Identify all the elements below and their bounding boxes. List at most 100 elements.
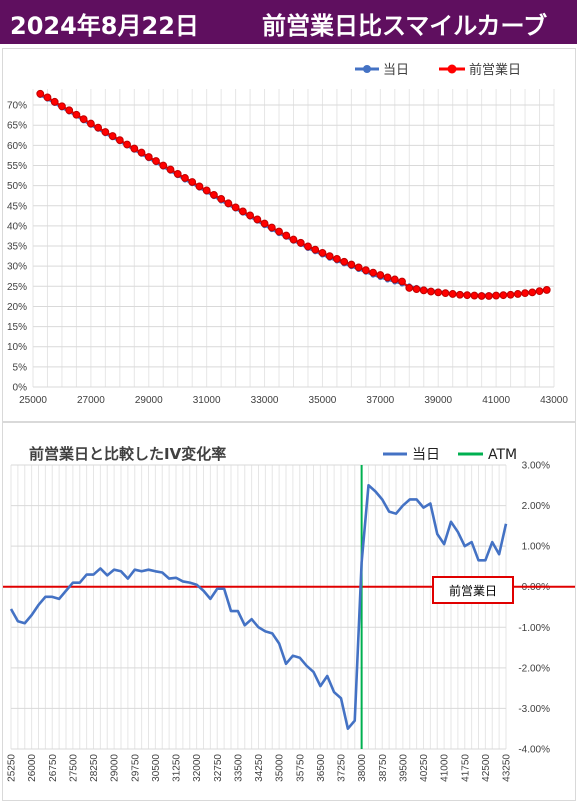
x-tick-label: 28250 — [89, 754, 100, 782]
x-tick-label: 35750 — [295, 754, 306, 782]
smile-curve-chart: 0% 5% 10% 15% 20% 25% 30% 35% 40% 45% 50% 55% 60% 65%… — [7, 62, 568, 406]
y-tick-label: 45% — [7, 201, 27, 212]
data-point-prev — [108, 132, 117, 140]
x-tick-label: 36500 — [316, 754, 327, 782]
data-point-prev — [419, 286, 428, 295]
data-point-prev — [448, 290, 457, 298]
header-bar: 2024年8月22日 前営業日比スマイルカーブ — [0, 0, 577, 44]
y-tick-label: 25% — [7, 282, 27, 293]
x-tick-label: 43000 — [540, 395, 568, 406]
legend-label-prev: 前営業日 — [469, 62, 521, 78]
data-point-prev — [267, 223, 276, 232]
x-tick-label: 27500 — [68, 754, 79, 782]
x-tick-label: 31250 — [172, 754, 183, 782]
data-point-prev — [398, 277, 406, 286]
y-tick-label: 65% — [7, 121, 27, 132]
data-point-prev — [340, 257, 349, 266]
data-point-prev — [195, 182, 204, 191]
annotation-box: 前営業日 — [432, 576, 514, 604]
legend-label-atm: ATM — [488, 447, 517, 463]
x-tick-label: 38000 — [357, 754, 368, 782]
data-point-prev — [43, 93, 52, 102]
data-point-prev — [260, 219, 269, 228]
header-date: 2024年8月22日 — [10, 12, 199, 40]
x-tick-label: 43250 — [502, 754, 513, 782]
data-point-prev — [137, 148, 146, 157]
legend-marker-prev — [447, 64, 457, 74]
data-point-prev — [390, 275, 399, 284]
data-point-prev — [361, 266, 370, 275]
data-point-prev — [159, 161, 168, 170]
data-point-prev — [289, 235, 298, 244]
data-point-prev — [275, 227, 283, 236]
y-tick-label: 70% — [7, 101, 27, 112]
x-tick-label: 38750 — [378, 754, 389, 782]
data-point-prev — [325, 252, 334, 260]
data-point-prev — [152, 157, 160, 165]
x-tick-label: 39500 — [398, 754, 409, 782]
y-tick-label: 40% — [7, 221, 27, 232]
y-tick-label: 15% — [7, 322, 27, 333]
x-tick-label: 25000 — [19, 395, 47, 406]
x-tick-label: 29750 — [130, 754, 141, 782]
y-tick-label: 35% — [7, 242, 27, 253]
data-point-prev — [412, 285, 421, 294]
annotation-frame — [432, 576, 514, 604]
data-point-prev — [166, 165, 175, 174]
x-tick-label: 29000 — [135, 395, 163, 406]
data-point-prev — [484, 292, 493, 300]
x-tick-label: 40250 — [419, 754, 430, 782]
data-point-prev — [65, 106, 74, 115]
data-point-prev — [383, 273, 392, 282]
annotation-label: 前営業日 — [449, 583, 497, 598]
data-point-prev — [333, 255, 341, 263]
data-point-prev — [499, 291, 508, 300]
x-tick-label: 26000 — [27, 754, 38, 782]
smile-curve-frame: 0% 5% 10% 15% 20% 25% 30% 35% 40% 45% 50% 55% 60% 65%… — [2, 48, 576, 422]
data-point-prev — [202, 186, 211, 195]
data-point-prev — [58, 102, 66, 111]
data-point-prev — [528, 288, 537, 297]
y-tick-label: 60% — [7, 141, 27, 152]
data-point-prev — [354, 263, 363, 272]
y-tick-label: 30% — [7, 262, 27, 273]
data-point-prev — [470, 291, 479, 300]
data-point-prev — [535, 287, 544, 296]
data-point-prev — [238, 207, 247, 216]
x-tick-label: 32750 — [213, 754, 224, 782]
x-tick-label: 26750 — [48, 754, 59, 782]
data-point-prev — [513, 290, 522, 298]
y-tick-label: 1.00% — [522, 542, 550, 553]
y-tick-label: 20% — [7, 302, 27, 313]
header-title: 前営業日比スマイルカーブ — [262, 12, 548, 40]
x-tick-label: 34250 — [254, 754, 265, 782]
data-point-prev — [506, 290, 515, 299]
data-point-prev — [477, 292, 486, 300]
data-point-prev — [434, 288, 443, 297]
legend-marker-today — [363, 65, 371, 73]
data-point-prev — [347, 260, 356, 269]
data-point-prev — [521, 289, 529, 298]
x-tick-label: 35000 — [275, 754, 286, 782]
data-point-prev — [210, 190, 218, 199]
data-point-prev — [72, 110, 81, 119]
y-tick-label: 0% — [13, 383, 28, 394]
data-point-prev — [542, 286, 551, 294]
y-tick-label: 55% — [7, 161, 27, 172]
data-point-prev — [79, 115, 88, 124]
data-point-prev — [311, 245, 320, 254]
data-point-prev — [427, 287, 435, 296]
data-point-prev — [181, 174, 189, 182]
data-point-prev — [224, 199, 233, 208]
x-tick-label: 41000 — [482, 395, 510, 406]
data-point-prev — [369, 268, 377, 277]
x-tick-label: 37000 — [366, 395, 394, 406]
data-point-prev — [304, 242, 312, 251]
data-point-prev — [115, 136, 124, 144]
data-point-prev — [217, 195, 226, 203]
data-point-prev — [50, 97, 59, 106]
y-tick-label: 0.00% — [522, 582, 550, 593]
data-point-prev — [282, 231, 291, 240]
y-tick-label: 10% — [7, 342, 27, 353]
x-tick-label: 42500 — [481, 754, 492, 782]
